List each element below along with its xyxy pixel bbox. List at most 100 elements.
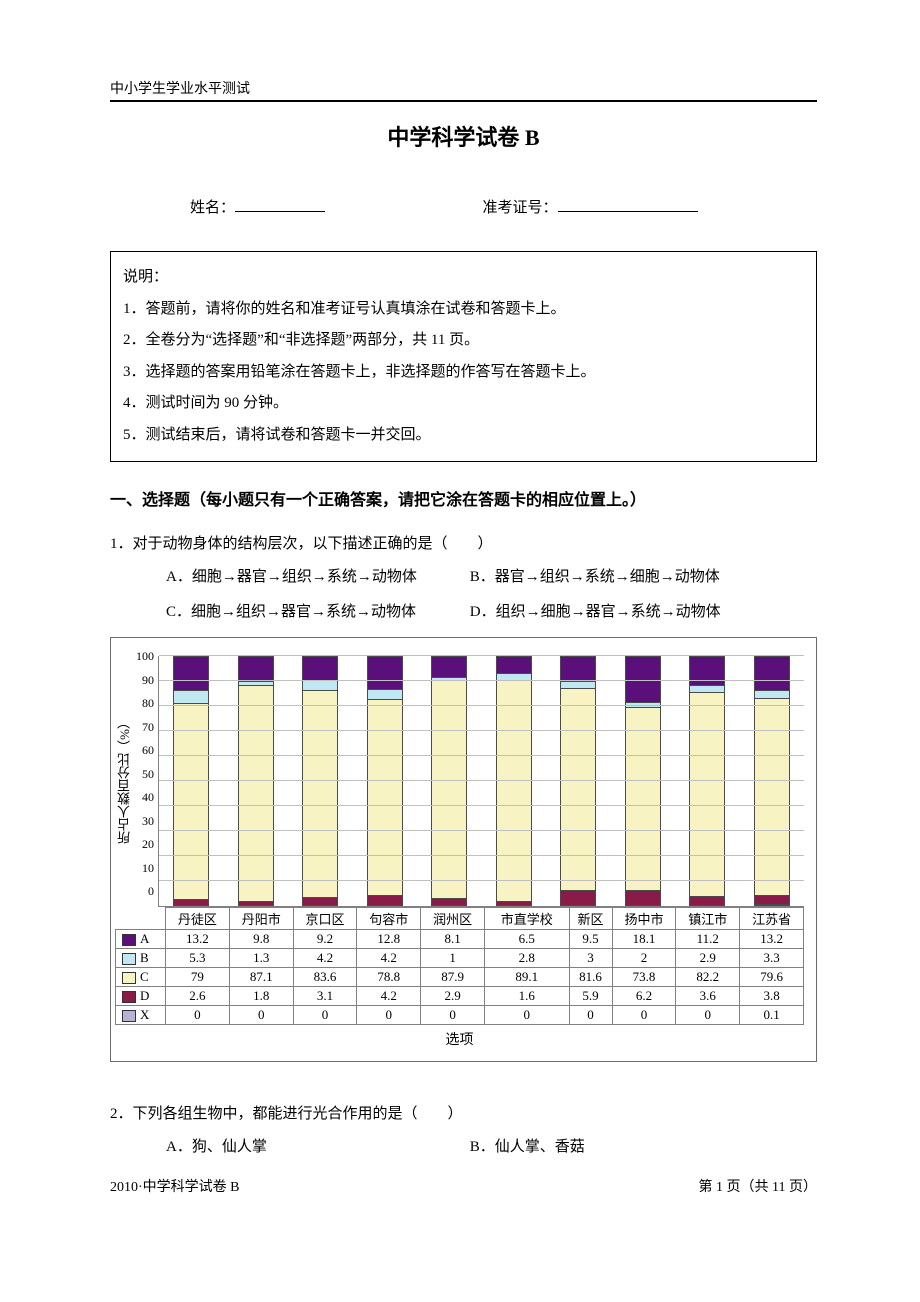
table-cell: 0 bbox=[569, 1006, 612, 1025]
bar-slot bbox=[288, 656, 353, 906]
document-title: 中学科学试卷 B bbox=[110, 120, 817, 152]
instructions-box: 说明： 1．答题前，请将你的姓名和准考证号认真填涂在试卷和答题卡上。 2．全卷分… bbox=[110, 251, 817, 462]
bar-segment-C bbox=[239, 685, 273, 901]
bar-slot bbox=[675, 656, 740, 906]
page-footer: 2010·中学科学试卷 B 第 1 页（共 11 页） bbox=[110, 1176, 817, 1196]
table-cell: 73.8 bbox=[612, 968, 676, 987]
q2-stem: 2．下列各组生物中，都能进行光合作用的是（ ） bbox=[110, 1102, 817, 1123]
gridline bbox=[159, 680, 804, 681]
bar-segment-C bbox=[755, 698, 789, 895]
stacked-bar bbox=[560, 656, 596, 906]
category-header: 市直学校 bbox=[484, 908, 569, 930]
q1-option-a: A．细胞→器官→组织→系统→动物体 bbox=[166, 565, 466, 586]
ticket-label: 准考证号： bbox=[483, 200, 558, 216]
table-cell: 12.8 bbox=[357, 930, 421, 949]
table-cell: 1 bbox=[421, 949, 485, 968]
bar-segment-D bbox=[303, 897, 337, 905]
gridline bbox=[159, 780, 804, 781]
bar-segment-A bbox=[497, 657, 531, 673]
bar-slot bbox=[417, 656, 482, 906]
name-field[interactable] bbox=[235, 196, 325, 212]
q2-options: A．狗、仙人掌 B．仙人掌、香菇 bbox=[166, 1135, 817, 1156]
table-cell: 6.5 bbox=[484, 930, 569, 949]
table-cell: 1.8 bbox=[229, 987, 293, 1006]
page: 中小学生学业水平测试 中学科学试卷 B 姓名： 准考证号： 说明： 1．答题前，… bbox=[0, 0, 920, 1236]
name-line: 姓名： 准考证号： bbox=[190, 196, 817, 217]
footer-right: 第 1 页（共 11 页） bbox=[699, 1176, 817, 1196]
bar-segment-C bbox=[432, 680, 466, 898]
running-header: 中小学生学业水平测试 bbox=[110, 78, 817, 98]
stacked-bar bbox=[173, 656, 209, 906]
table-row: C7987.183.678.887.989.181.673.882.279.6 bbox=[116, 968, 804, 987]
table-cell: 18.1 bbox=[612, 930, 676, 949]
bar-segment-B bbox=[690, 685, 724, 692]
legend-swatch bbox=[122, 972, 136, 984]
bar-segment-A bbox=[755, 657, 789, 690]
stacked-bar bbox=[754, 656, 790, 906]
table-cell: 9.5 bbox=[569, 930, 612, 949]
category-header: 江苏省 bbox=[740, 908, 804, 930]
table-cell: 2.9 bbox=[676, 949, 740, 968]
y-tick: 80 bbox=[142, 696, 154, 711]
bar-segment-C bbox=[690, 692, 724, 896]
legend-label: B bbox=[140, 950, 149, 965]
table-cell: 5.9 bbox=[569, 987, 612, 1006]
bar-slot bbox=[740, 656, 805, 906]
table-cell: 3.3 bbox=[740, 949, 804, 968]
bar-segment-A bbox=[561, 657, 595, 681]
table-cell: 6.2 bbox=[612, 987, 676, 1006]
bar-segment-D bbox=[174, 899, 208, 905]
name-label: 姓名： bbox=[190, 200, 235, 216]
q1-options: A．细胞→器官→组织→系统→动物体 B．器官→组织→系统→细胞→动物体 C．细胞… bbox=[166, 565, 817, 621]
table-cell: 3.6 bbox=[676, 987, 740, 1006]
y-tick: 50 bbox=[142, 767, 154, 782]
bar-segment-A bbox=[432, 657, 466, 677]
instruction-item: 1．答题前，请将你的姓名和准考证号认真填涂在试卷和答题卡上。 bbox=[123, 294, 804, 326]
q2-option-a: A．狗、仙人掌 bbox=[166, 1135, 466, 1156]
ticket-field[interactable] bbox=[558, 196, 698, 212]
table-cell: 0 bbox=[612, 1006, 676, 1025]
bar-segment-C bbox=[497, 680, 531, 901]
chart-plot bbox=[158, 656, 804, 907]
table-row: X0000000000.1 bbox=[116, 1006, 804, 1025]
instruction-item: 5．测试结束后，请将试卷和答题卡一并交回。 bbox=[123, 420, 804, 452]
q1-option-b: B．器官→组织→系统→细胞→动物体 bbox=[470, 565, 770, 586]
table-row: B5.31.34.24.212.8322.93.3 bbox=[116, 949, 804, 968]
q2-option-b: B．仙人掌、香菇 bbox=[470, 1135, 770, 1156]
gridline bbox=[159, 730, 804, 731]
header-rule bbox=[110, 100, 817, 102]
table-row: D2.61.83.14.22.91.65.96.23.63.8 bbox=[116, 987, 804, 1006]
bar-segment-B bbox=[303, 680, 337, 690]
y-tick: 60 bbox=[142, 743, 154, 758]
bar-segment-D bbox=[626, 890, 660, 905]
legend-swatch bbox=[122, 1010, 136, 1022]
bar-segment-C bbox=[303, 690, 337, 897]
table-cell: 8.1 bbox=[421, 930, 485, 949]
bar-segment-C bbox=[626, 707, 660, 890]
y-tick: 10 bbox=[142, 861, 154, 876]
gridline bbox=[159, 655, 804, 656]
table-cell: 4.2 bbox=[357, 987, 421, 1006]
stacked-bar bbox=[367, 656, 403, 906]
q1-option-d: D．组织→细胞→器官→系统→动物体 bbox=[470, 600, 770, 621]
table-cell: 0.1 bbox=[740, 1006, 804, 1025]
legend-swatch bbox=[122, 953, 136, 965]
table-cell: 1.3 bbox=[229, 949, 293, 968]
y-tick: 90 bbox=[142, 673, 154, 688]
table-cell: 3.1 bbox=[293, 987, 357, 1006]
category-header: 新区 bbox=[569, 908, 612, 930]
category-header: 句容市 bbox=[357, 908, 421, 930]
table-cell: 5.3 bbox=[166, 949, 230, 968]
table-cell: 3 bbox=[569, 949, 612, 968]
chart-table: 丹徒区丹阳市京口区句容市润州区市直学校新区扬中市镇江市江苏省A13.29.89.… bbox=[115, 907, 804, 1025]
table-cell: 1.6 bbox=[484, 987, 569, 1006]
table-cell: 81.6 bbox=[569, 968, 612, 987]
bar-segment-C bbox=[368, 699, 402, 894]
stacked-bar bbox=[302, 656, 338, 906]
legend-swatch bbox=[122, 991, 136, 1003]
bar-segment-D bbox=[561, 890, 595, 905]
y-tick: 40 bbox=[142, 790, 154, 805]
table-cell: 83.6 bbox=[293, 968, 357, 987]
chart-caption: 选项 bbox=[115, 1029, 804, 1049]
stacked-bar bbox=[689, 656, 725, 906]
